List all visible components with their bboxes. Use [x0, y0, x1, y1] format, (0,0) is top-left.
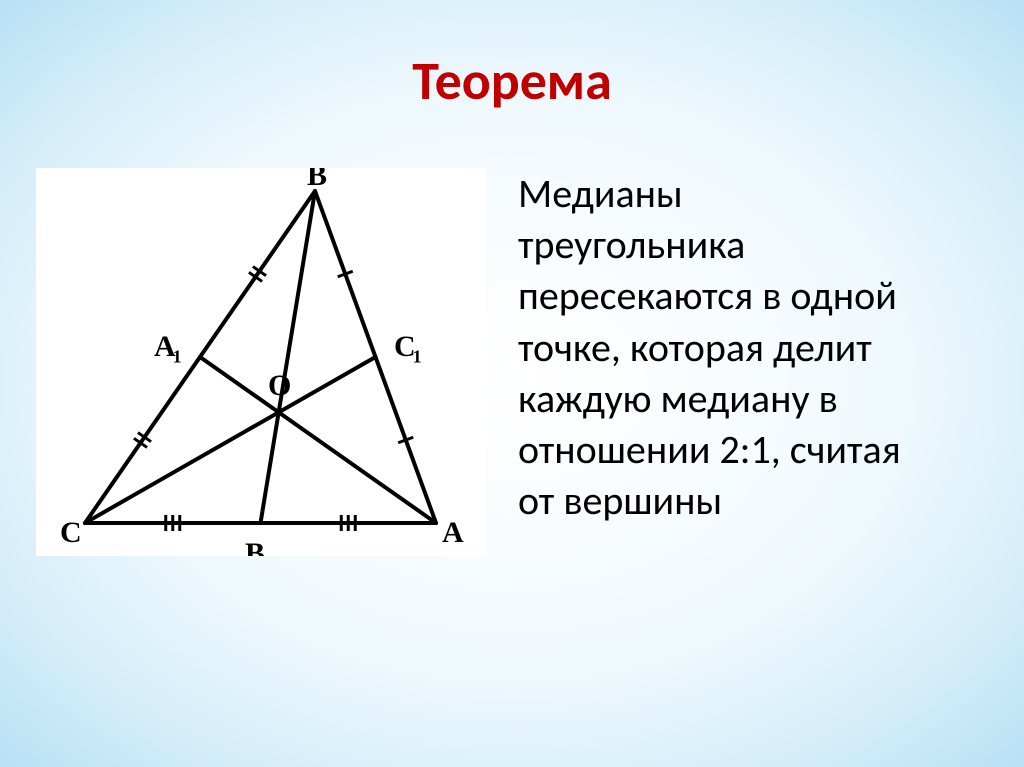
body-line: треугольника: [518, 219, 901, 270]
content-row: ABCA1B1C1O Медианы треугольника пересека…: [0, 168, 1024, 556]
svg-text:A: A: [442, 516, 464, 549]
title-text: Теорема: [412, 48, 612, 114]
svg-text:1: 1: [264, 554, 273, 556]
body-line: точке, которая делит: [518, 322, 901, 373]
svg-text:C: C: [60, 516, 82, 549]
theorem-title: Теорема: [0, 48, 1024, 114]
body-line: пересекаются в одной: [518, 270, 901, 321]
body-line: каждую медиану в: [518, 373, 901, 424]
triangle-diagram: ABCA1B1C1O: [36, 168, 486, 556]
svg-text:B: B: [245, 537, 265, 556]
svg-text:O: O: [268, 369, 291, 402]
svg-text:1: 1: [413, 347, 422, 367]
svg-text:1: 1: [173, 347, 182, 367]
body-line: отношении 2:1, считая: [518, 424, 901, 475]
body-line: Медианы: [518, 168, 901, 219]
figure-container: ABCA1B1C1O: [36, 168, 486, 556]
svg-text:B: B: [307, 168, 327, 192]
body-line: от вершины: [518, 475, 901, 526]
theorem-body: Медианы треугольника пересекаются в одно…: [518, 168, 901, 526]
